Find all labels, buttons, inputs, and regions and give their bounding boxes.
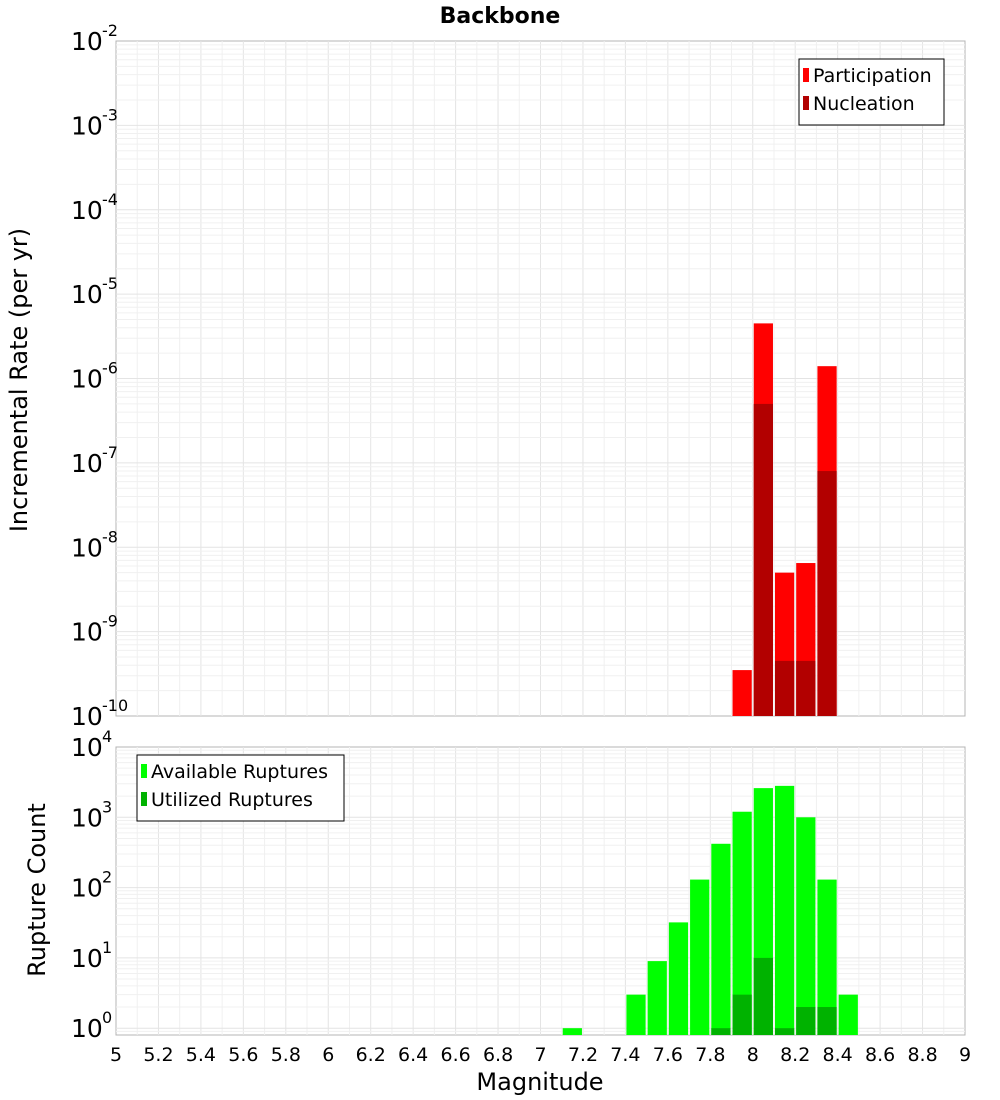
- x-tick-label: 7.8: [695, 1044, 725, 1066]
- top-y-tick-label: 10: [71, 533, 103, 562]
- top-y-axis-label: Incremental Rate (per yr): [5, 228, 33, 532]
- available-ruptures-legend-label: Available Ruptures: [151, 761, 328, 783]
- bottom-y-tick-exponent: 0: [102, 1008, 112, 1027]
- top-y-tick-exponent: -3: [102, 105, 118, 124]
- top-y-tick-exponent: -5: [102, 274, 118, 293]
- top-y-tick-label: 10: [71, 27, 103, 56]
- x-tick-label: 6: [322, 1044, 334, 1066]
- x-tick-label: 8: [747, 1044, 759, 1066]
- utilized-ruptures-legend-label: Utilized Ruptures: [151, 789, 313, 811]
- bottom-y-tick-label: 10: [71, 803, 103, 832]
- available-ruptures-bar: [732, 811, 752, 1035]
- available-ruptures-bar: [668, 922, 689, 1035]
- top-y-tick-exponent: -10: [102, 696, 128, 715]
- bottom-y-axis-label: Rupture Count: [23, 803, 51, 977]
- top-y-tick-label: 10: [71, 449, 103, 478]
- bottom-y-tick-exponent: 3: [102, 797, 112, 816]
- top-legend-box: [798, 58, 945, 126]
- nucleation-bar: [817, 471, 837, 716]
- x-tick-label: 6.4: [398, 1044, 428, 1066]
- available-ruptures-bar: [562, 1028, 582, 1035]
- top-y-tick-exponent: -8: [102, 527, 118, 546]
- utilized-ruptures-bar: [732, 994, 752, 1035]
- available-ruptures-bar: [774, 785, 795, 1035]
- x-axis-label: Magnitude: [476, 1068, 603, 1096]
- bottom-legend: Available Ruptures Utilized Ruptures: [136, 754, 345, 822]
- top-y-tick-label: 10: [71, 111, 103, 140]
- nucleation-bar: [774, 660, 795, 716]
- utilized-ruptures-legend-swatch: [141, 792, 147, 806]
- top-grid: [116, 41, 965, 716]
- available-ruptures-bar: [796, 817, 816, 1035]
- top-y-tick-label: 10: [71, 196, 103, 225]
- bottom-y-tick-exponent: 4: [102, 727, 112, 746]
- available-ruptures-legend-swatch: [141, 764, 147, 778]
- bottom-panel: 10 010 110 210 310 45 5.2 5.4 5.6 5.8 6 6.2 6.4 6.6 6.…: [71, 727, 971, 1066]
- top-bars: [732, 323, 837, 716]
- nucleation-legend-swatch: [803, 96, 809, 110]
- x-tick-label: 8.4: [823, 1044, 853, 1066]
- x-tick-label: 6.2: [356, 1044, 386, 1066]
- x-tick-label: 5.6: [228, 1044, 258, 1066]
- available-ruptures-bar: [838, 994, 858, 1035]
- top-y-tick-label: 10: [71, 280, 103, 309]
- utilized-ruptures-bar: [817, 1007, 837, 1035]
- x-tick-label: 8.2: [780, 1044, 810, 1066]
- top-y-tick-exponent: -4: [102, 190, 118, 209]
- participation-legend-swatch: [803, 68, 809, 82]
- x-tick-label: 6.8: [483, 1044, 513, 1066]
- available-ruptures-bar: [647, 961, 667, 1035]
- bottom-y-tick-label: 10: [71, 944, 103, 973]
- top-y-tick-exponent: -6: [102, 359, 118, 378]
- x-tick-label: 7.4: [610, 1044, 640, 1066]
- x-tick-label: 6.6: [440, 1044, 470, 1066]
- x-tick-label: 8.6: [865, 1044, 895, 1066]
- available-ruptures-bar: [817, 879, 837, 1035]
- x-tick-label: 5.2: [143, 1044, 173, 1066]
- top-legend: Participation Nucleation: [798, 58, 945, 126]
- nucleation-legend-label: Nucleation: [813, 93, 915, 115]
- x-tick-label: 5.8: [271, 1044, 301, 1066]
- top-y-tick-exponent: -9: [102, 612, 118, 631]
- x-tick-label: 7.6: [653, 1044, 683, 1066]
- x-tick-label: 5: [110, 1044, 122, 1066]
- x-tick-label: 8.8: [907, 1044, 937, 1066]
- x-tick-label: 7: [534, 1044, 546, 1066]
- bottom-y-tick-label: 10: [71, 874, 103, 903]
- available-ruptures-bar: [626, 994, 646, 1035]
- top-y-tick-label: 10: [71, 618, 103, 647]
- bottom-y-tick-exponent: 1: [102, 938, 112, 957]
- bottom-bars: [562, 785, 858, 1035]
- top-y-tick-exponent: -7: [102, 443, 118, 462]
- bottom-y-tick-exponent: 2: [102, 868, 112, 887]
- available-ruptures-bar: [690, 879, 710, 1035]
- nucleation-bar: [796, 660, 816, 716]
- utilized-ruptures-bar: [796, 1007, 816, 1035]
- x-tick-label: 9: [959, 1044, 971, 1066]
- nucleation-bar: [753, 403, 773, 716]
- top-y-tick-exponent: -2: [102, 21, 118, 40]
- bottom-legend-box: [136, 754, 345, 822]
- utilized-ruptures-bar: [711, 1028, 731, 1035]
- top-y-tick-label: 10: [71, 702, 103, 731]
- x-tick-label: 7.2: [568, 1044, 598, 1066]
- available-ruptures-bar: [711, 843, 731, 1035]
- participation-bar: [732, 670, 752, 716]
- participation-legend-label: Participation: [813, 65, 932, 87]
- utilized-ruptures-bar: [774, 1028, 795, 1035]
- chart-title: Backbone: [440, 4, 561, 29]
- bottom-y-tick-label: 10: [71, 733, 103, 762]
- top-y-tick-label: 10: [71, 365, 103, 394]
- x-tick-label: 5.4: [186, 1044, 216, 1066]
- bottom-y-tick-label: 10: [71, 1014, 103, 1043]
- utilized-ruptures-bar: [753, 957, 773, 1035]
